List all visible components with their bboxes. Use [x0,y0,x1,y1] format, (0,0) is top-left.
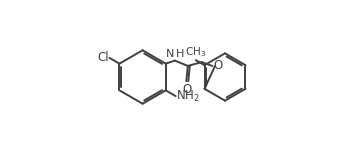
Text: N: N [166,49,174,59]
Text: CH$_3$: CH$_3$ [185,45,207,59]
Text: O: O [182,83,191,97]
Text: H: H [176,49,184,59]
Text: NH$_2$: NH$_2$ [176,89,200,104]
Text: O: O [213,59,222,72]
Text: Cl: Cl [97,51,109,64]
